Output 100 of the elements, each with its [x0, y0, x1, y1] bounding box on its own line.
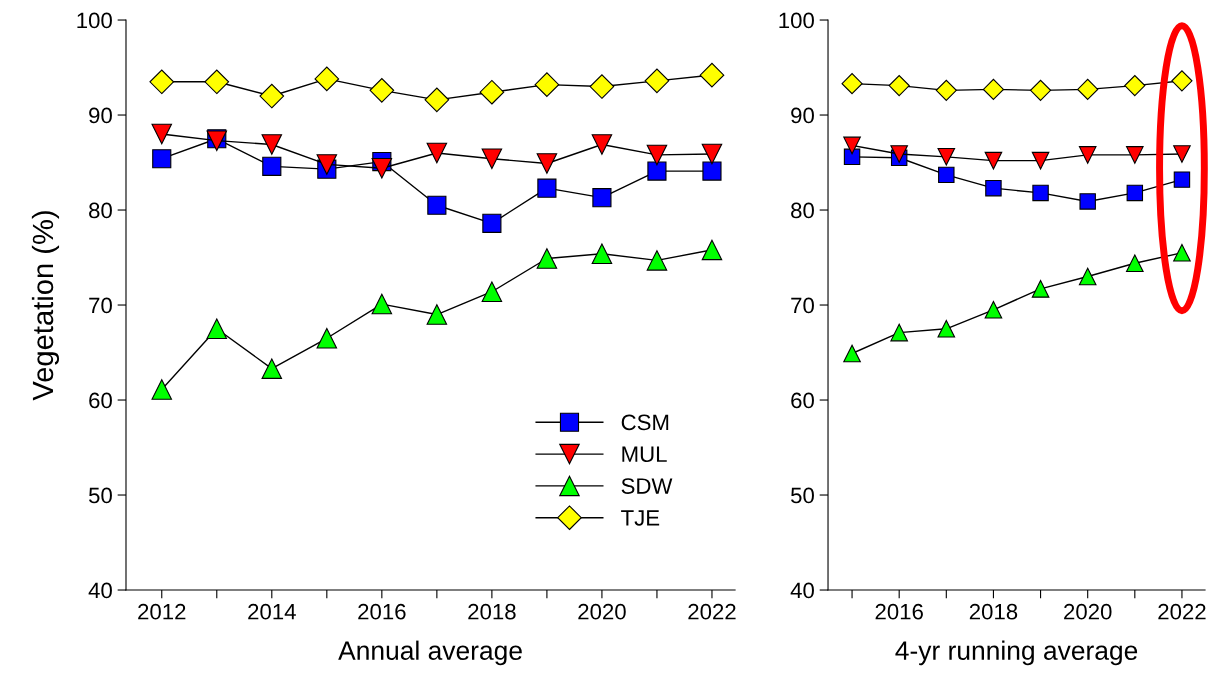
point: [536, 248, 558, 269]
point: [646, 250, 668, 271]
point: [427, 195, 447, 215]
x-tick-label: 2020: [578, 603, 626, 620]
point: [1125, 146, 1144, 164]
x-tick-label: 2016: [875, 603, 923, 620]
point: [479, 79, 505, 105]
x-tick-label: 2016: [358, 603, 406, 620]
point: [316, 327, 338, 349]
point: [1125, 254, 1144, 273]
point: [261, 358, 283, 379]
point: [701, 143, 723, 165]
point: [537, 178, 557, 198]
y-tick-label: 90: [791, 107, 814, 124]
point: [843, 136, 861, 155]
point: [206, 318, 228, 340]
y-axis-title: Vegetation (%): [31, 211, 60, 401]
point: [1126, 184, 1144, 202]
point: [262, 156, 282, 176]
point: [151, 123, 173, 145]
point: [481, 148, 503, 170]
point: [935, 79, 957, 101]
x-axis-title: 4-yr running average: [895, 640, 1138, 666]
point: [841, 73, 863, 95]
point: [259, 83, 285, 109]
point: [890, 145, 909, 163]
y-tick-label: 40: [88, 582, 112, 599]
y-tick-label: 50: [791, 487, 814, 504]
point: [152, 149, 172, 169]
y-tick-label: 50: [88, 487, 112, 504]
y-tick-label: 80: [89, 202, 112, 219]
point: [591, 243, 613, 265]
legend-label: SDW: [621, 478, 673, 494]
point: [1031, 280, 1050, 298]
point: [843, 344, 861, 363]
point: [1171, 70, 1193, 92]
y-tick-label: 100: [779, 12, 814, 29]
point: [1029, 79, 1052, 101]
point: [591, 134, 613, 155]
legend-label: TJE: [621, 510, 660, 526]
point: [1173, 171, 1191, 188]
point: [261, 134, 283, 155]
point: [482, 213, 502, 233]
point: [151, 379, 173, 400]
point: [426, 142, 448, 164]
point: [149, 69, 175, 95]
point: [1077, 78, 1099, 100]
x-tick-label: 2014: [248, 603, 296, 620]
point: [371, 157, 393, 179]
point: [204, 69, 230, 95]
legend-label: MUL: [622, 446, 667, 463]
point: [592, 188, 612, 208]
x-tick-label: 2018: [969, 603, 1018, 620]
x-tick-label: 2020: [1064, 603, 1112, 620]
point: [646, 144, 668, 166]
y-tick-label: 40: [790, 582, 814, 599]
point: [890, 323, 909, 342]
point: [982, 78, 1005, 100]
point: [1173, 145, 1191, 163]
y-tick-label: 70: [791, 297, 814, 314]
legend-label: CSM: [621, 414, 669, 431]
point: [316, 154, 338, 175]
y-tick-label: 80: [791, 202, 814, 219]
point: [702, 161, 722, 181]
point: [647, 161, 667, 181]
point: [426, 304, 448, 325]
point: [1031, 151, 1050, 170]
point: [1124, 75, 1146, 97]
point: [1079, 193, 1096, 210]
point: [371, 293, 393, 315]
x-tick-label: 2018: [468, 603, 516, 620]
point: [644, 68, 670, 94]
y-tick-label: 100: [77, 12, 112, 29]
y-tick-label: 90: [89, 107, 112, 124]
point: [1032, 184, 1049, 202]
x-axis-title: Annual average: [338, 640, 522, 666]
point: [985, 179, 1002, 197]
point: [424, 87, 450, 113]
point: [701, 239, 723, 261]
x-tick-label: 2022: [1158, 603, 1206, 620]
point: [314, 66, 340, 92]
point: [369, 77, 395, 103]
x-tick-label: 2022: [688, 603, 736, 620]
point: [984, 151, 1003, 170]
point: [984, 300, 1003, 319]
point: [937, 148, 956, 166]
y-tick-label: 70: [89, 297, 112, 314]
point: [1078, 267, 1097, 286]
point: [536, 153, 558, 174]
point: [534, 72, 560, 97]
point: [938, 166, 955, 184]
point: [1078, 146, 1097, 164]
x-tick-label: 2012: [138, 603, 186, 620]
y-tick-label: 60: [791, 392, 814, 409]
point: [481, 281, 503, 303]
point: [937, 319, 956, 338]
point: [1173, 243, 1191, 262]
y-tick-label: 60: [89, 392, 112, 409]
point: [589, 74, 615, 99]
point: [888, 75, 910, 97]
